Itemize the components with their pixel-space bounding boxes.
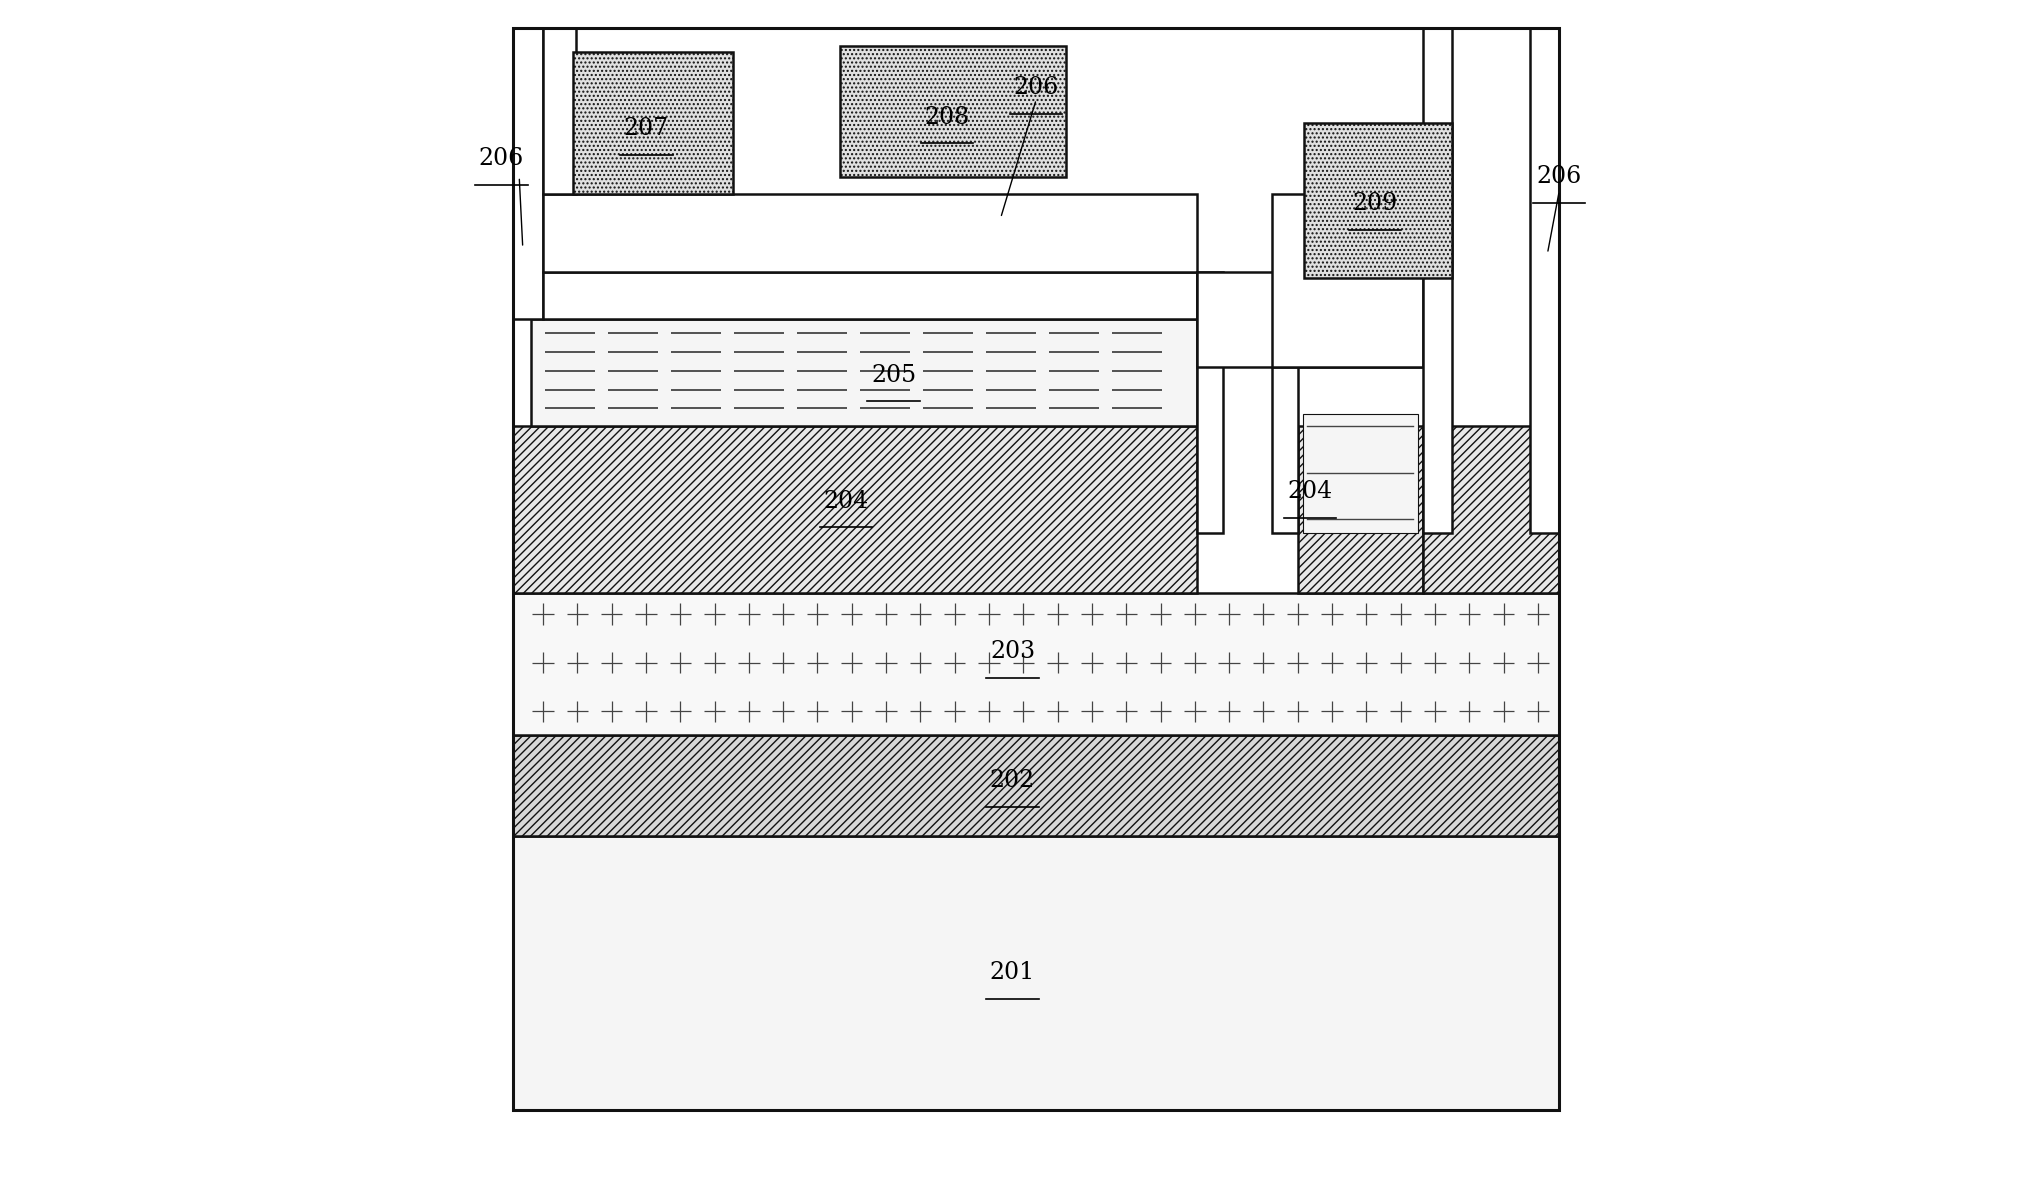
Bar	[1272, 272, 1298, 533]
Text: 207: 207	[624, 117, 668, 140]
Bar	[512, 837, 1559, 1110]
Bar	[512, 735, 1559, 837]
Bar	[512, 426, 1197, 593]
Text: 203: 203	[990, 640, 1035, 663]
Bar	[1529, 28, 1559, 533]
Text: 209: 209	[1353, 193, 1397, 215]
Bar	[543, 272, 1197, 320]
Bar	[512, 28, 1559, 1110]
Bar	[573, 51, 733, 194]
Bar	[1302, 414, 1418, 533]
Text: 208: 208	[925, 105, 970, 128]
Bar	[531, 320, 1197, 426]
Bar	[840, 45, 1065, 176]
Bar	[1197, 272, 1424, 366]
Text: 206: 206	[1537, 165, 1582, 188]
Text: 205: 205	[871, 364, 915, 387]
Text: 204: 204	[1288, 480, 1332, 503]
Text: 204: 204	[824, 490, 869, 512]
Text: 201: 201	[990, 961, 1035, 984]
Text: 206: 206	[1015, 75, 1059, 99]
Text: 206: 206	[478, 147, 524, 170]
Bar	[543, 194, 1197, 272]
Bar	[1424, 28, 1452, 533]
Bar	[1298, 426, 1424, 593]
Text: 202: 202	[990, 768, 1035, 792]
Bar	[1424, 426, 1559, 593]
Bar	[512, 593, 1559, 735]
Bar	[543, 28, 577, 194]
Bar	[512, 28, 543, 320]
Bar	[1197, 272, 1223, 533]
Bar	[1304, 123, 1452, 278]
Bar	[1272, 194, 1424, 366]
